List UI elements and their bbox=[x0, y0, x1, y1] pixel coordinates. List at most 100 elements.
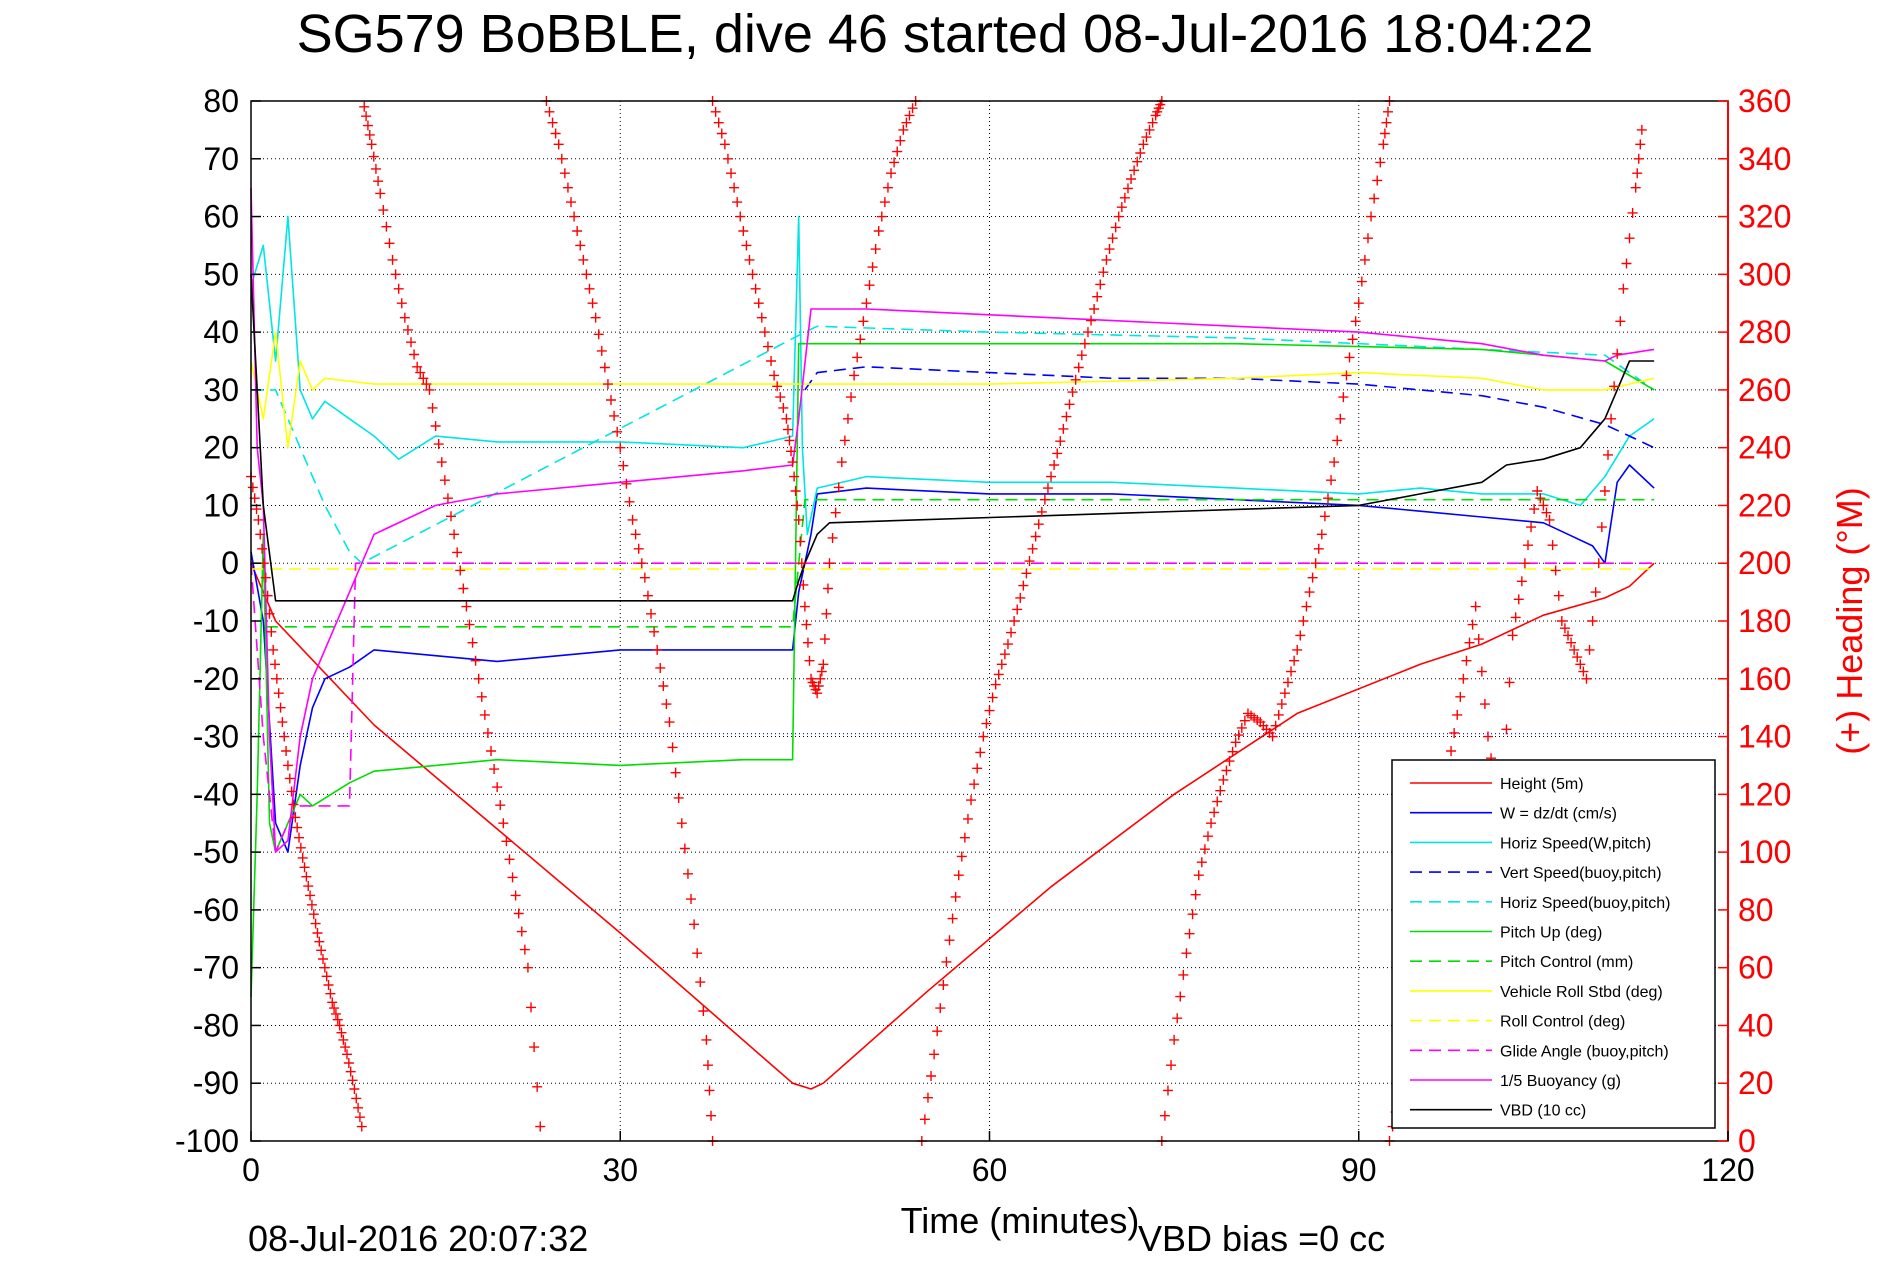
heading-marker bbox=[1042, 483, 1053, 494]
heading-marker bbox=[679, 843, 690, 854]
heading-marker bbox=[314, 936, 325, 947]
y-tick-label: -10 bbox=[193, 603, 239, 639]
heading-marker bbox=[879, 197, 890, 208]
heading-marker bbox=[1113, 211, 1124, 222]
heading-marker bbox=[342, 1049, 353, 1060]
heading-marker bbox=[330, 1008, 341, 1019]
heading-marker bbox=[1166, 1060, 1177, 1071]
heading-marker bbox=[354, 1112, 365, 1123]
heading-marker bbox=[310, 918, 321, 929]
heading-marker bbox=[830, 507, 841, 518]
heading-marker bbox=[1375, 157, 1386, 168]
heading-marker bbox=[424, 384, 435, 395]
heading-marker bbox=[722, 153, 733, 164]
heading-marker bbox=[947, 913, 958, 924]
heading-marker bbox=[612, 426, 623, 437]
heading-marker bbox=[433, 439, 444, 450]
heading-marker bbox=[1086, 315, 1097, 326]
heading-marker bbox=[719, 139, 730, 150]
y2-tick-label: 360 bbox=[1738, 83, 1791, 119]
heading-marker bbox=[1559, 623, 1570, 634]
heading-marker bbox=[876, 211, 887, 222]
heading-marker bbox=[305, 890, 316, 901]
heading-marker bbox=[1027, 543, 1038, 554]
heading-marker bbox=[1470, 601, 1481, 612]
heading-marker bbox=[919, 1114, 930, 1125]
heading-marker bbox=[658, 681, 669, 691]
heading-marker bbox=[1289, 655, 1300, 666]
series-line-5 bbox=[250, 342, 1655, 997]
series-line-0 bbox=[250, 562, 1655, 1090]
heading-marker bbox=[1575, 659, 1586, 670]
heading-marker bbox=[796, 558, 807, 569]
heading-marker bbox=[329, 1003, 340, 1014]
heading-marker bbox=[347, 1075, 358, 1086]
heading-marker bbox=[1550, 565, 1561, 576]
heading-marker bbox=[624, 496, 635, 507]
heading-marker bbox=[452, 547, 463, 558]
heading-marker bbox=[1338, 392, 1349, 403]
heading-marker bbox=[336, 1027, 347, 1038]
heading-marker bbox=[1126, 174, 1137, 184]
heading-marker bbox=[732, 197, 743, 208]
heading-marker bbox=[938, 980, 949, 990]
heading-marker bbox=[655, 662, 666, 673]
heading-marker bbox=[664, 717, 675, 728]
heading-marker bbox=[1067, 387, 1078, 398]
heading-marker bbox=[873, 226, 884, 236]
heading-marker bbox=[492, 782, 503, 793]
heading-marker bbox=[1329, 457, 1340, 468]
heading-marker bbox=[710, 106, 721, 117]
heading-marker bbox=[818, 659, 829, 670]
heading-marker bbox=[415, 367, 426, 378]
heading-marker bbox=[279, 731, 290, 742]
heading-marker bbox=[670, 767, 681, 778]
heading-marker bbox=[682, 868, 693, 879]
heading-marker bbox=[255, 529, 266, 540]
y2-tick-label: 40 bbox=[1738, 1007, 1774, 1043]
heading-marker bbox=[547, 117, 558, 128]
heading-marker bbox=[1372, 175, 1383, 186]
heading-marker bbox=[1332, 435, 1343, 446]
heading-marker bbox=[1015, 592, 1026, 603]
heading-marker bbox=[1295, 630, 1306, 641]
heading-marker bbox=[1359, 254, 1370, 265]
heading-marker bbox=[449, 529, 460, 540]
heading-marker bbox=[1464, 637, 1475, 648]
series-line-9 bbox=[250, 562, 1655, 853]
heading-marker bbox=[1064, 399, 1075, 410]
heading-marker bbox=[393, 283, 404, 294]
heading-marker bbox=[1362, 233, 1373, 244]
heading-marker bbox=[1046, 471, 1057, 482]
x-axis-label: Time (minutes) bbox=[901, 1200, 1140, 1241]
heading-marker bbox=[1236, 722, 1247, 733]
heading-marker bbox=[349, 1084, 360, 1094]
y-tick-label: -70 bbox=[193, 950, 239, 986]
heading-marker bbox=[729, 182, 740, 193]
y2-tick-label: 320 bbox=[1738, 199, 1791, 235]
heading-marker bbox=[941, 956, 952, 967]
heading-marker bbox=[907, 103, 918, 114]
heading-marker bbox=[802, 637, 813, 648]
heading-marker bbox=[615, 442, 626, 453]
heading-marker bbox=[359, 101, 370, 112]
heading-marker bbox=[550, 128, 561, 139]
heading-marker bbox=[1547, 540, 1558, 551]
heading-marker bbox=[987, 692, 998, 703]
legend-label: Pitch Up (deg) bbox=[1500, 925, 1602, 942]
heading-marker bbox=[950, 891, 961, 902]
heading-marker bbox=[1482, 731, 1493, 742]
heading-marker bbox=[364, 129, 375, 140]
heading-marker bbox=[553, 139, 564, 150]
heading-marker bbox=[1516, 576, 1527, 587]
heading-marker bbox=[1602, 449, 1613, 460]
heading-marker bbox=[702, 1060, 713, 1071]
heading-marker bbox=[247, 482, 258, 493]
y2-tick-label: 140 bbox=[1738, 719, 1791, 755]
heading-marker bbox=[569, 211, 580, 222]
heading-marker bbox=[1286, 666, 1297, 677]
heading-marker bbox=[1224, 756, 1235, 767]
heading-marker bbox=[581, 269, 592, 280]
footer-vbd-bias: VBD bias =0 cc bbox=[1138, 1218, 1385, 1259]
heading-marker bbox=[1599, 486, 1610, 496]
